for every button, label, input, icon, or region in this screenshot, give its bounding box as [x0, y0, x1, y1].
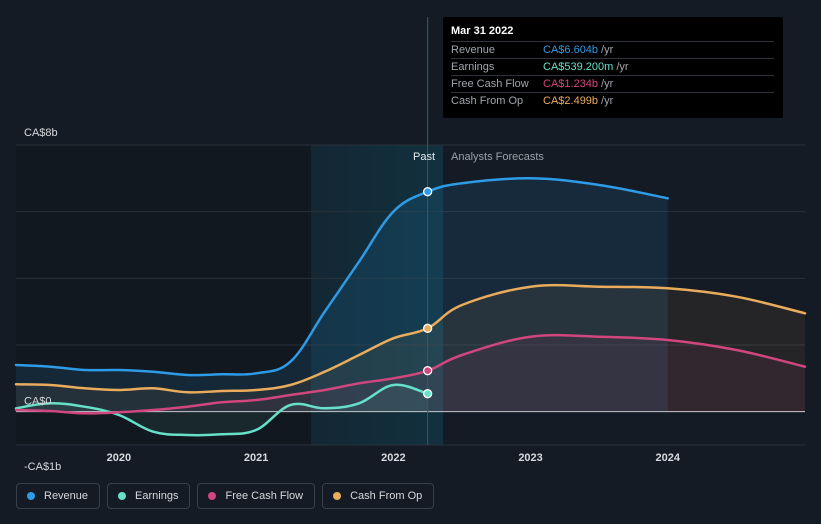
fcf-area — [16, 335, 805, 414]
legend-earnings-button[interactable]: Earnings — [107, 483, 191, 509]
y-axis-label: -CA$1b — [24, 461, 61, 473]
revenue-line — [14, 177, 670, 377]
revenue-area — [16, 178, 668, 412]
tooltip-row-fcf: Free Cash Flow CA$1.234b/yr — [451, 75, 774, 93]
tooltip-label: Revenue — [451, 44, 496, 56]
fcf-line — [14, 333, 807, 415]
tooltip-value: CA$2.499b/yr — [543, 95, 614, 107]
tooltip-value: CA$6.604b/yr — [543, 44, 614, 56]
y-axis-label: CA$8b — [24, 127, 58, 139]
revenue-dot-icon — [27, 492, 35, 500]
data-tooltip: Mar 31 2022 Revenue CA$6.604b/yr Earning… — [443, 17, 783, 118]
y-axis-label: CA$0 — [24, 396, 52, 408]
tooltip-label: Cash From Op — [451, 95, 524, 107]
tooltip-label: Free Cash Flow — [451, 78, 529, 90]
series-lines — [14, 177, 807, 437]
fcf-marker — [423, 366, 433, 376]
tooltip-date: Mar 31 2022 — [451, 25, 514, 37]
tooltip-row-revenue: Revenue CA$6.604b/yr — [451, 41, 774, 59]
cfo-line — [14, 283, 807, 394]
tooltip-row-earnings: Earnings CA$539.200m/yr — [451, 58, 774, 76]
legend-label: Earnings — [135, 490, 179, 502]
earnings-line — [14, 383, 429, 437]
x-axis-label: 2021 — [244, 452, 268, 464]
earnings-marker — [423, 389, 433, 399]
x-axis-label: 2024 — [656, 452, 681, 464]
revenue-marker — [423, 187, 433, 197]
legend-cfo-button[interactable]: Cash From Op — [322, 483, 435, 509]
past-shade — [16, 145, 311, 445]
cfo-marker — [423, 323, 433, 333]
tooltip-value: CA$1.234b/yr — [543, 78, 614, 90]
chart-legend: Revenue Earnings Free Cash Flow Cash Fro… — [16, 483, 435, 509]
fcf-dot-icon — [208, 492, 217, 500]
legend-revenue-button[interactable]: Revenue — [16, 483, 101, 509]
tooltip-label: Earnings — [451, 61, 495, 73]
tooltip-row-cfo: Cash From Op CA$2.499b/yr — [451, 92, 774, 110]
legend-fcf-button[interactable]: Free Cash Flow — [197, 483, 316, 509]
legend-label: Free Cash Flow — [225, 490, 304, 502]
x-axis-label: 2023 — [518, 452, 542, 464]
x-axis-label: 2020 — [107, 452, 131, 464]
y-axis-labels: CA$8b CA$0 -CA$1b — [24, 127, 61, 473]
tooltip-value: CA$539.200m/yr — [543, 61, 629, 73]
cfo-dot-icon — [333, 492, 342, 500]
forecast-label: Analysts Forecasts — [451, 151, 544, 163]
x-axis-labels: 2020 2021 2022 2023 2024 — [107, 452, 681, 464]
legend-label: Revenue — [44, 490, 89, 502]
legend-label: Cash From Op — [350, 490, 423, 502]
cfo-area — [16, 285, 805, 412]
earnings-dot-icon — [118, 492, 127, 500]
current-markers — [423, 187, 433, 399]
x-axis-label: 2022 — [381, 452, 405, 464]
past-label: Past — [413, 151, 435, 163]
